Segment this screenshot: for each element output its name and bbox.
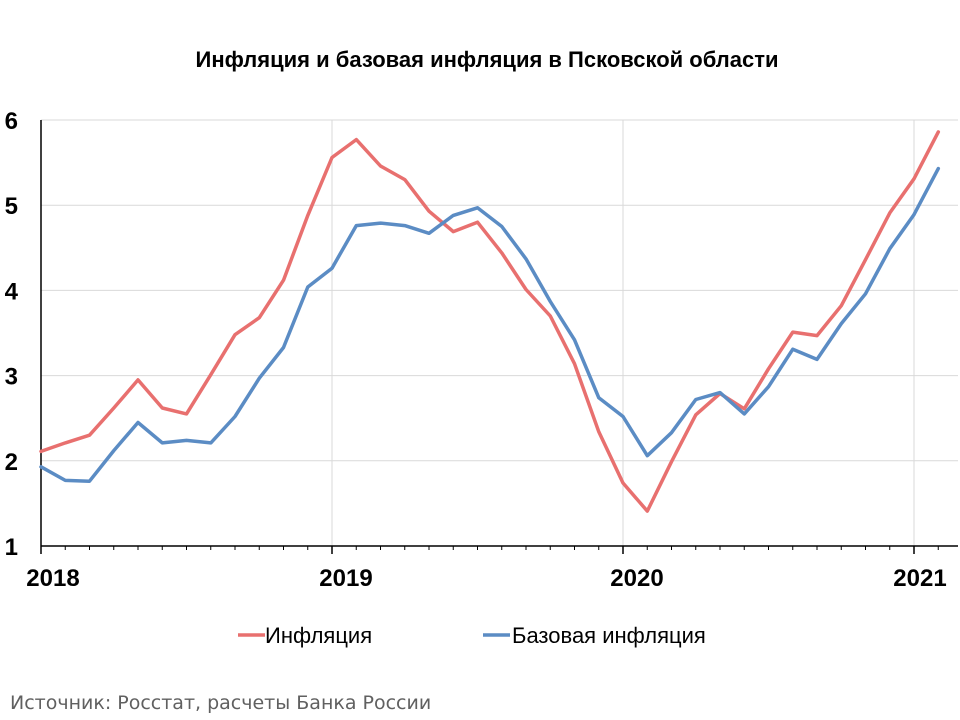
chart-title: Инфляция и базовая инфляция в Псковской … xyxy=(196,47,779,72)
series-line-2 xyxy=(39,166,941,483)
legend-label-1: Инфляция xyxy=(265,623,372,648)
x-tick-label: 2021 xyxy=(893,565,946,592)
grid xyxy=(41,119,958,546)
x-tick-label: 2020 xyxy=(610,565,663,592)
x-tick-label: 2019 xyxy=(319,565,372,592)
y-tick-label: 6 xyxy=(5,108,18,135)
y-tick-label: 4 xyxy=(5,278,19,305)
series-line-1 xyxy=(39,130,941,513)
legend-label-2: Базовая инфляция xyxy=(512,623,706,648)
axes xyxy=(40,120,958,554)
legend: Инфляция Базовая инфляция xyxy=(238,623,706,648)
x-tick-label: 2018 xyxy=(26,565,79,592)
y-tick-label: 3 xyxy=(5,364,18,391)
y-tick-label: 5 xyxy=(5,193,18,220)
series-lines xyxy=(39,130,941,513)
tick-labels: 1 2 3 4 5 6 2018 2019 2020 2021 xyxy=(5,108,947,592)
y-tick-label: 2 xyxy=(5,449,18,476)
source-note: Источник: Росстат, расчеты Банка России xyxy=(10,692,432,714)
y-tick-label: 1 xyxy=(5,534,18,561)
